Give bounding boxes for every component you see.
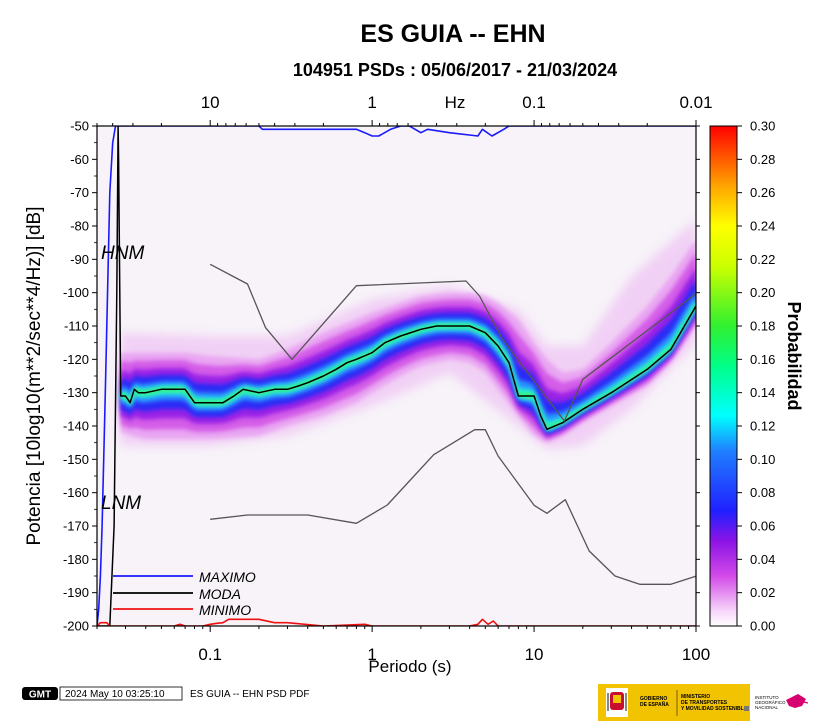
colorbar-tick-label: 0.18 [750, 319, 775, 334]
colorbar-tick-label: 0.20 [750, 285, 775, 300]
colorbar-tick-label: 0.22 [750, 252, 775, 267]
colorbar-tick-label: 0.04 [750, 552, 775, 567]
chart-title: ES GUIA -- EHN [360, 20, 545, 48]
ign-line-3: NACIONAL [755, 705, 779, 710]
colorbar-axis: 0.00 0.02 0.04 0.06 0.08 0.10 0.12 0.14 0.16 0.18… [737, 119, 775, 634]
colorbar-tick-label: 0.02 [750, 585, 775, 600]
colorbar [709, 125, 738, 627]
colorbar-tick-label: 0.00 [750, 619, 775, 634]
footer-caption: ES GUIA -- EHN PSD PDF [190, 689, 309, 700]
legend-label-moda: MODA [199, 586, 241, 602]
x-axis: 0.1 1 10 100 [96, 626, 710, 664]
y-tick-label: -140 [63, 419, 89, 434]
y-tick-label: -110 [64, 319, 89, 334]
gmt-logo [22, 687, 58, 700]
x-tick-label: 10 [525, 645, 544, 664]
colorbar-tick-label: 0.26 [750, 185, 775, 200]
top-tick-label: 0.1 [522, 93, 546, 112]
x-axis-label: Periodo (s) [368, 657, 451, 676]
series-line-minimo [97, 618, 696, 626]
colorbar-tick-label: 0.06 [750, 519, 775, 534]
chart-subtitle: 104951 PSDs : 05/06/2017 - 21/03/2024 [293, 60, 617, 80]
timestamp: 2024 May 10 03:25:10 [65, 689, 165, 700]
series-line-nlnm [210, 429, 696, 585]
y-tick-label: -160 [63, 485, 89, 500]
colorbar-tick-label: 0.30 [750, 119, 775, 134]
legend-label-maximo: MAXIMO [199, 569, 256, 585]
y-tick-label: -170 [63, 519, 89, 534]
top-tick-label: 1 [367, 93, 376, 112]
y-axis-label: Potencia [10log10(m**2/sec**4/Hz)] [dB] [24, 206, 45, 545]
ministry-line-1: MINISTERIO [681, 694, 710, 700]
legend-label-minimo: MINIMO [199, 602, 251, 618]
coat-of-arms-icon [606, 688, 628, 717]
y-tick-label: -200 [63, 619, 89, 634]
gov-line-2: DE ESPAÑA [640, 701, 669, 708]
y-tick-label: -90 [70, 252, 89, 267]
colorbar-tick-label: 0.10 [750, 452, 775, 467]
x-tick-label: 100 [682, 645, 710, 664]
top-tick-label: 10 [201, 93, 220, 112]
series-line-moda [97, 126, 696, 626]
colorbar-tick-label: 0.08 [750, 485, 775, 500]
density-band-sky [120, 291, 696, 433]
top-frequency-axis: 10 1 0.1 0.01 [96, 93, 713, 126]
gmt-logo-text: GMT [29, 690, 51, 701]
y-tick-label: -60 [70, 152, 89, 167]
colorbar-tick-label: 0.16 [750, 352, 775, 367]
ministry-line-2: DE TRANSPORTES [681, 700, 728, 706]
y-tick-label: -180 [63, 552, 89, 567]
gov-line-1: GOBIERNO [640, 696, 667, 702]
series-line-maximo [97, 126, 696, 626]
colorbar-tick-label: 0.14 [750, 385, 775, 400]
y-tick-label: -100 [63, 285, 89, 300]
series-line-nhnm [209, 263, 696, 422]
ministry-line-3: Y MOVILIDAD SOSTENIBLE [681, 706, 748, 712]
x-tick-label: 0.1 [198, 645, 222, 664]
legend: MAXIMO MODA MINIMO [113, 569, 256, 618]
y-tick-label: -150 [63, 452, 89, 467]
footer: GMT 2024 May 10 03:25:10 ES GUIA -- EHN … [22, 686, 309, 701]
y-axis: -200 -190 -180 -170 -160 -150 -140 -130 -120 -110… [63, 119, 700, 634]
lnm-label: LNM [101, 493, 141, 514]
y-tick-label: -50 [70, 119, 89, 134]
y-tick-label: -130 [63, 385, 89, 400]
hnm-label: HNM [101, 243, 144, 264]
y-tick-label: -120 [63, 352, 89, 367]
y-tick-label: -80 [70, 219, 89, 234]
y-tick-label: -190 [63, 585, 89, 600]
colorbar-tick-label: 0.28 [750, 152, 775, 167]
x-tick-label: 1 [367, 645, 376, 664]
colorbar-tick-label: 0.24 [750, 219, 775, 234]
ign-line-1: INSTITUTO [755, 695, 779, 700]
top-tick-label: 0.01 [679, 93, 712, 112]
colorbar-tick-label: 0.12 [750, 419, 775, 434]
ign-emblem-icon [786, 694, 809, 708]
y-tick-label: -70 [70, 185, 89, 200]
institution-logos: GOBIERNO DE ESPAÑA MINISTERIO DE TRANSPO… [598, 684, 809, 721]
ign-line-2: GEOGRÁFICO [755, 699, 786, 705]
timestamp-box [59, 686, 183, 701]
psd-curves [97, 126, 696, 626]
top-axis-label: Hz [445, 93, 466, 112]
colorbar-label: Probabilidad [784, 301, 804, 410]
